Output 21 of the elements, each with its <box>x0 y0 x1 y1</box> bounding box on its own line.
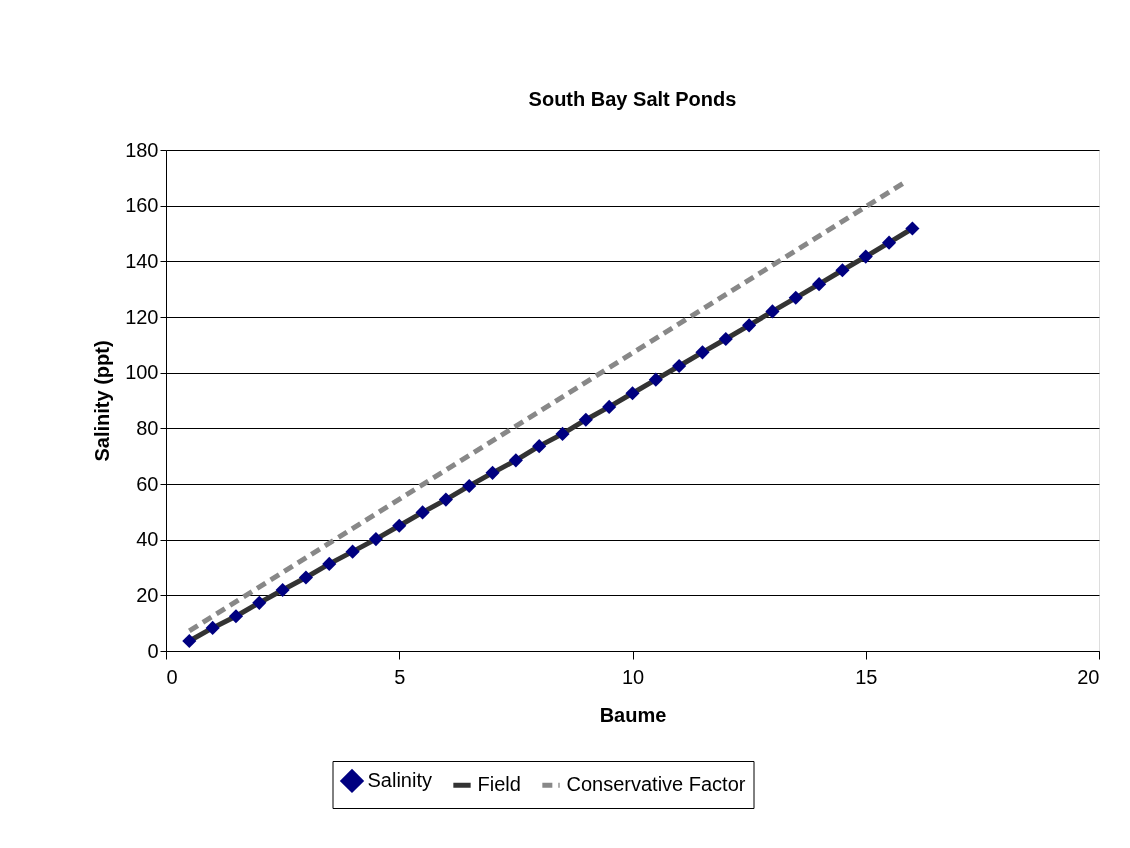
x-tick-label: 15 <box>855 665 878 688</box>
chart-title: South Bay Salt Ponds <box>528 88 737 110</box>
legend-label: Salinity <box>367 768 432 791</box>
y-tick-label: 180 <box>125 138 159 161</box>
x-tick-label: 0 <box>166 665 178 688</box>
x-tick-label: 10 <box>621 665 645 688</box>
y-axis-title: Salinity (ppt) <box>91 340 114 462</box>
y-tick-label: 80 <box>136 416 159 439</box>
y-tick-label: 100 <box>125 361 159 384</box>
y-tick-label: 20 <box>136 583 159 606</box>
legend-label: Field <box>477 773 521 796</box>
y-tick-label: 40 <box>136 528 159 551</box>
x-tick-label: 5 <box>394 665 406 688</box>
y-tick-label: 140 <box>125 249 159 272</box>
legend-label: Conservative Factor <box>566 773 746 796</box>
y-tick-label: 160 <box>125 194 159 217</box>
y-tick-label: 60 <box>136 472 159 495</box>
x-axis-title: Baume <box>599 703 667 726</box>
y-tick-label: 0 <box>147 639 159 662</box>
y-tick-label: 120 <box>125 305 159 328</box>
x-tick-label: 20 <box>1077 665 1100 688</box>
